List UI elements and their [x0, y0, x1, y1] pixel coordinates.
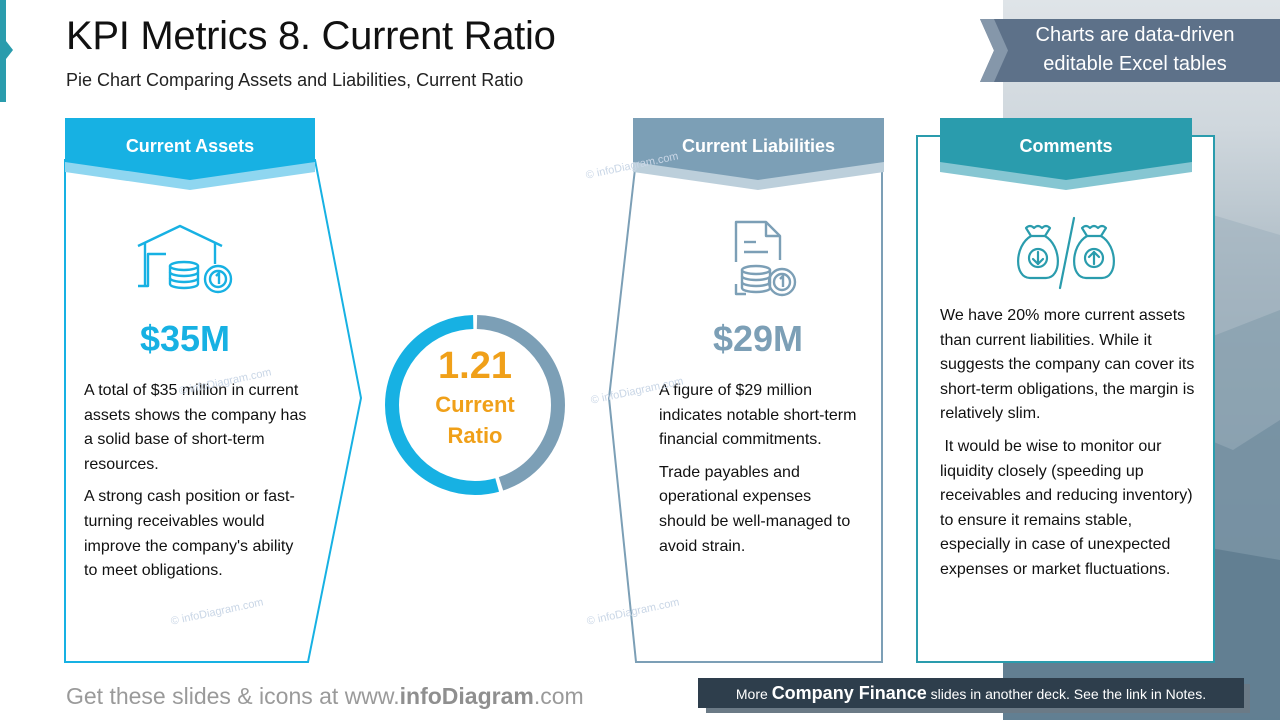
liabilities-paragraph-1: A figure of $29 million indicates notabl… [659, 382, 857, 449]
comments-paragraph-2: It would be wise to monitor our liquidit… [940, 437, 1198, 578]
comments-header: Comments [1019, 136, 1113, 156]
current-ratio-donut-chart [385, 315, 565, 495]
footer-right-strong: Company Finance [771, 683, 927, 703]
footer-website-link[interactable]: Get these slides & icons at www.infoDiag… [66, 683, 584, 710]
banner-line-2: editable Excel tables [1043, 53, 1227, 75]
assets-paragraph-1: A total of $35 million in current assets… [84, 382, 307, 473]
footer-left-suffix: .com [533, 683, 584, 709]
footer-left-brand: infoDiagram [399, 683, 534, 709]
footer-right-prefix: More [735, 686, 772, 702]
left-accent-bar [0, 0, 6, 102]
left-accent-arrow [6, 41, 13, 59]
data-driven-banner: Charts are data-driven editable Excel ta… [980, 19, 1280, 82]
assets-paragraph-2: A strong cash position or fast-turning r… [84, 488, 295, 580]
watermark: © infoDiagram.com [169, 596, 265, 628]
current-liabilities-header: Current Liabilities [681, 136, 836, 156]
footer-right-suffix: slides in another deck. See the link in … [926, 686, 1207, 702]
current-assets-header: Current Assets [125, 136, 255, 156]
current-liabilities-value: $29M [712, 318, 804, 359]
current-ratio-label-1: Current [435, 392, 515, 417]
liabilities-paragraph-2: Trade payables and operational expenses … [659, 463, 851, 555]
comments-paragraph-1: We have 20% more current assets than cur… [940, 307, 1199, 423]
page-subtitle: Pie Chart Comparing Assets and Liabiliti… [66, 70, 524, 90]
donut-center-label: 1.21 Current Ratio [383, 343, 567, 451]
liabilities-description: A figure of $29 million indicates notabl… [659, 379, 859, 567]
document-coins-icon [734, 220, 797, 297]
current-assets-value: $35M [139, 318, 231, 359]
current-ratio-label-2: Ratio [447, 423, 503, 448]
money-bags-down-up-icon [1017, 216, 1115, 290]
donut-liabilities-segment [385, 315, 565, 495]
donut-assets-segment [385, 315, 565, 495]
footer-left-prefix: Get these slides & icons at www. [66, 683, 400, 709]
comments-description: We have 20% more current assets than cur… [940, 304, 1200, 591]
house-coins-icon [137, 224, 233, 294]
banner-line-1: Charts are data-driven [1035, 24, 1235, 46]
footer-note-bar: More Company Finance slides in another d… [698, 678, 1244, 708]
assets-description: A total of $35 million in current assets… [84, 379, 309, 592]
watermark: © infoDiagram.com [585, 596, 681, 628]
current-ratio-value: 1.21 [438, 345, 512, 387]
page-title: KPI Metrics 8. Current Ratio [66, 14, 556, 58]
